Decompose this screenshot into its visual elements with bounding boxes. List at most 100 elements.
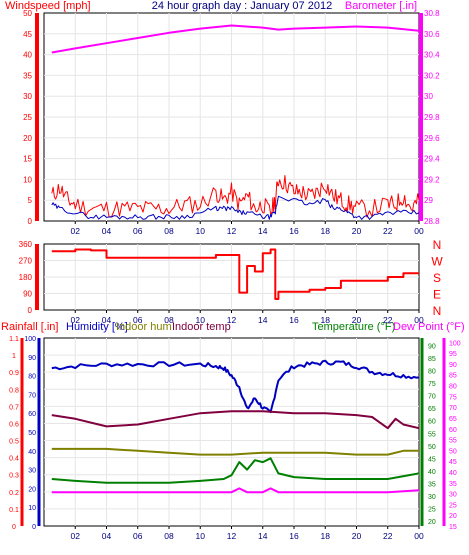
x-tick-label: 12 (227, 226, 237, 236)
barometer-line (51, 24, 420, 54)
x-tick-label: 20 (352, 315, 362, 325)
x-tick-label: 10 (196, 531, 206, 541)
x-tick-label: 10 (196, 315, 206, 325)
y-tick-label: 15 (23, 155, 32, 164)
x-tick-label: 06 (133, 226, 143, 236)
y-tick-label: 30.8 (424, 9, 440, 18)
rain-tick-label: 0.3 (9, 473, 19, 480)
y-tick-label: 29.8 (424, 113, 440, 122)
humidity-tick-label: 20 (28, 486, 36, 493)
y-tick-label: 180 (19, 273, 33, 282)
y-tick-label: 35 (23, 71, 32, 80)
rain-tick-label: 0.1 (9, 507, 19, 514)
rain-tick-label: 0.7 (9, 404, 19, 411)
rain-tick-label: 0.2 (9, 490, 19, 497)
dewpoint-tick-label: 95 (449, 351, 457, 358)
temperature-tick-label: 55 (428, 431, 436, 438)
y-tick-label: 360 (19, 240, 33, 249)
x-tick-label: 16 (289, 531, 299, 541)
x-tick-label: 14 (258, 531, 268, 541)
temperature-line (51, 457, 420, 484)
temperature-tick-label: 40 (428, 469, 436, 476)
wind-average-line (51, 195, 420, 220)
temperature-tick-label: 75 (428, 381, 436, 388)
dewpoint-axis-label: Dew Point (°F) (393, 321, 465, 333)
x-tick-label: 16 (289, 226, 299, 236)
y-tick-label: 30.6 (424, 30, 440, 39)
temperature-tick-label: 35 (428, 481, 436, 488)
dewpoint-tick-label: 40 (449, 470, 457, 477)
dewpoint-tick-label: 25 (449, 502, 457, 509)
temperature-tick-label: 25 (428, 506, 436, 513)
y-tick-label: 30.4 (424, 51, 440, 60)
y-tick-label: 5 (28, 196, 33, 205)
x-tick-label: 22 (383, 315, 393, 325)
x-tick-label: 12 (227, 315, 237, 325)
temperature-tick-label: 70 (428, 394, 436, 401)
y-tick-label: 30 (424, 92, 433, 101)
y-tick-label: 40 (23, 51, 32, 60)
y-tick-label: 90 (23, 290, 32, 299)
compass-letter: S (433, 271, 441, 285)
dewpoint-tick-label: 80 (449, 384, 457, 391)
temperature-tick-label: 65 (428, 406, 436, 413)
humidity-tick-label: 10 (28, 505, 36, 512)
indoor-hum-line (51, 447, 419, 456)
rain-tick-label: 1.1 (9, 336, 19, 343)
y-tick-label: 30.2 (424, 71, 440, 80)
x-tick-label: 00 (414, 531, 424, 541)
humidity-tick-label: 80 (28, 374, 36, 381)
temperature-tick-label: 45 (428, 456, 436, 463)
y-tick-label: 29.4 (424, 155, 440, 164)
humidity-tick-label: 70 (28, 392, 36, 399)
x-tick-label: 22 (383, 531, 393, 541)
x-tick-label: 22 (383, 226, 393, 236)
humidity-tick-label: 60 (28, 411, 36, 418)
rain-tick-label: 0.4 (9, 456, 19, 463)
temperature-tick-label: 20 (428, 519, 436, 526)
x-tick-label: 20 (352, 531, 362, 541)
humidity-tick-label: 90 (28, 355, 36, 362)
humidity-tick-label: 100 (24, 336, 36, 343)
x-tick-label: 02 (71, 315, 81, 325)
temperature-tick-label: 50 (428, 444, 436, 451)
x-tick-label: 00 (414, 315, 424, 325)
indoor-temp-line (51, 410, 420, 430)
x-tick-label: 04 (102, 531, 112, 541)
x-tick-label: 16 (289, 315, 299, 325)
x-tick-label: 02 (71, 531, 81, 541)
humidity-tick-label: 30 (28, 468, 36, 475)
dewpoint-tick-label: 75 (449, 394, 457, 401)
windspeed-axis-label: Windspeed [mph] (5, 0, 91, 12)
dewpoint-tick-label: 70 (449, 405, 457, 412)
x-tick-label: 14 (258, 315, 268, 325)
y-tick-label: 0 (28, 217, 33, 226)
compass-letter: E (433, 288, 441, 302)
dewpoint-tick-label: 20 (449, 513, 457, 520)
dewpoint-tick-label: 55 (449, 438, 457, 445)
rain-tick-label: 1 (12, 353, 16, 360)
wind-gust-line (51, 175, 420, 218)
rainfall-axis-label: Rainfall [.in] (1, 321, 58, 333)
x-tick-label: 08 (164, 315, 174, 325)
x-tick-label: 08 (164, 226, 174, 236)
x-tick-label: 04 (102, 226, 112, 236)
dewpoint-line (51, 487, 420, 494)
rain-tick-label: 0.6 (9, 421, 19, 428)
humidity-axis-label: Humidity [%] (66, 321, 128, 333)
x-tick-label: 00 (414, 226, 424, 236)
humidity-tick-label: 40 (28, 449, 36, 456)
x-tick-label: 06 (133, 531, 143, 541)
y-tick-label: 50 (23, 9, 32, 18)
temperature-axis-label: Temperature (°F) (312, 321, 395, 333)
rain-tick-label: 0.5 (9, 439, 19, 446)
y-tick-label: 45 (23, 30, 32, 39)
dewpoint-tick-label: 85 (449, 373, 457, 380)
y-tick-label: 28.8 (424, 217, 440, 226)
x-tick-label: 18 (321, 531, 331, 541)
barometer-axis-label: Barometer [.in] (345, 0, 417, 12)
x-tick-label: 12 (227, 531, 237, 541)
x-tick-label: 18 (321, 315, 331, 325)
compass-letter: N (433, 238, 442, 252)
dewpoint-tick-label: 50 (449, 448, 457, 455)
